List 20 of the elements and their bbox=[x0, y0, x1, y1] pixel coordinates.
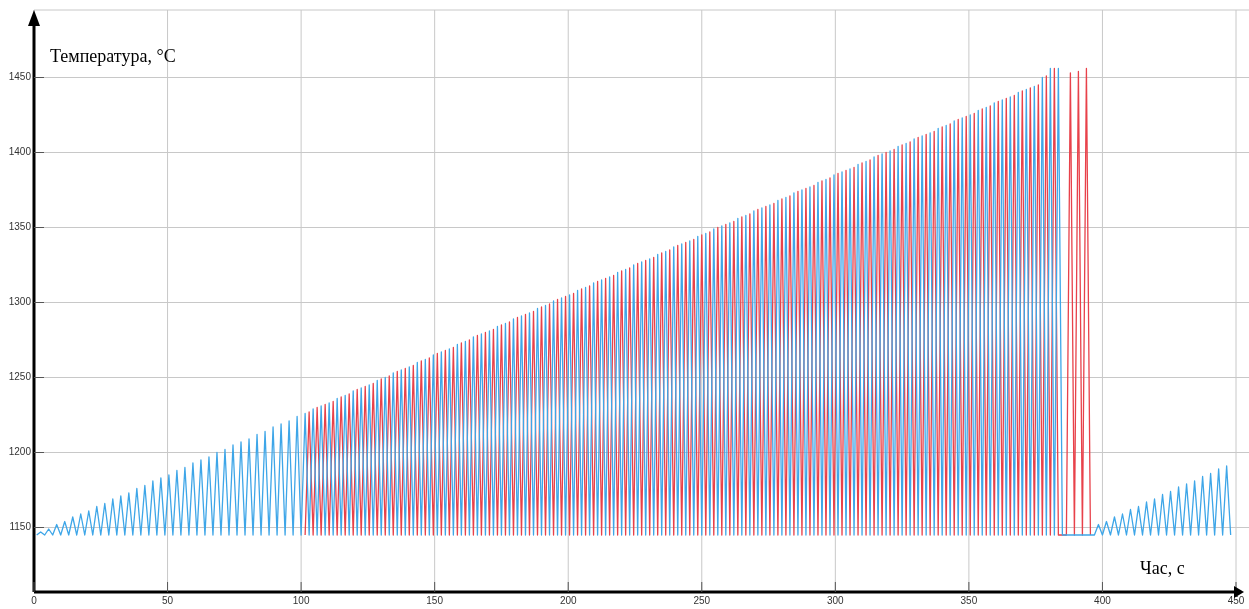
line-series bbox=[36, 67, 1232, 536]
x-tick-label: 100 bbox=[292, 595, 310, 607]
y-tick-label: 1300 bbox=[8, 296, 32, 308]
y-tick-label: 1200 bbox=[8, 446, 32, 458]
x-tick-label: 50 bbox=[161, 595, 174, 607]
y-tick-label: 1350 bbox=[8, 221, 32, 233]
x-tick-label: 200 bbox=[559, 595, 577, 607]
x-tick-label: 250 bbox=[693, 595, 711, 607]
y-tick-label: 1450 bbox=[8, 71, 32, 83]
y-tick-label: 1250 bbox=[8, 371, 32, 383]
x-tick-label: 350 bbox=[960, 595, 978, 607]
x-tick-label: 150 bbox=[426, 595, 444, 607]
x-axis-title: Час, с bbox=[1140, 558, 1185, 578]
x-tick-label: 300 bbox=[826, 595, 845, 607]
y-axis-title: Температура, °C bbox=[50, 46, 176, 66]
y-tick-label: 1150 bbox=[9, 521, 32, 533]
x-tick-label: 450 bbox=[1227, 595, 1245, 607]
y-tick-label: 1400 bbox=[8, 146, 32, 158]
x-tick-label: 0 bbox=[31, 595, 38, 607]
x-tick-label: 400 bbox=[1094, 595, 1112, 607]
